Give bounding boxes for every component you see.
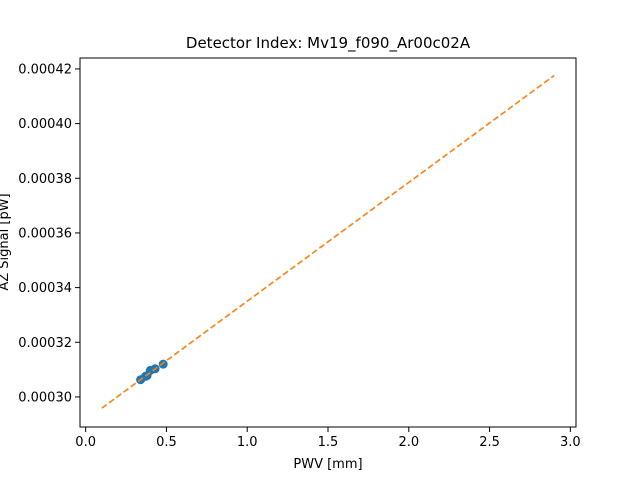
x-tick-label: 2.5 <box>479 435 500 450</box>
plot-area <box>101 74 555 409</box>
x-tick-label: 0.5 <box>156 435 177 450</box>
x-tick-label: 2.0 <box>398 435 419 450</box>
x-axis: 0.0 0.5 1.0 1.5 2.0 2.5 3.0 <box>75 427 581 450</box>
y-axis-label: AZ Signal [pW] <box>0 193 12 290</box>
y-tick-label: 0.00032 <box>18 336 72 351</box>
y-tick-label: 0.00038 <box>18 172 72 187</box>
y-tick-label: 0.00034 <box>18 281 72 296</box>
y-tick-label: 0.00030 <box>18 390 72 405</box>
data-point <box>158 359 168 369</box>
y-tick-label: 0.00036 <box>18 226 72 241</box>
x-axis-label: PWV [mm] <box>293 457 362 472</box>
fit-line <box>101 74 555 409</box>
x-tick-label: 1.5 <box>318 435 339 450</box>
y-tick-label: 0.00040 <box>18 117 72 132</box>
y-axis: 0.00030 0.00032 0.00034 0.00036 0.00038 0.000… <box>18 62 80 405</box>
x-tick-label: 0.0 <box>75 435 96 450</box>
x-tick-label: 1.0 <box>237 435 258 450</box>
y-tick-label: 0.00042 <box>18 62 72 77</box>
x-tick-label: 3.0 <box>560 435 581 450</box>
chart-title: Detector Index: Mv19_f090_Ar00c02A <box>186 34 471 53</box>
